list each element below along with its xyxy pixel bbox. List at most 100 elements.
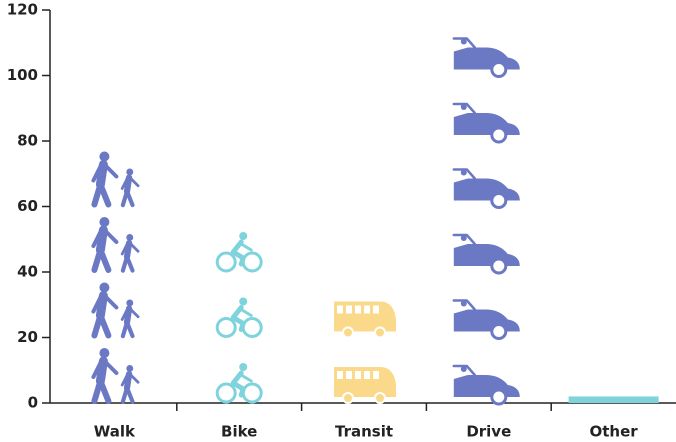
icon-part: [452, 364, 477, 377]
icon-part: [124, 385, 135, 404]
icon-part: [230, 370, 246, 398]
y-tick-label: 60: [17, 197, 38, 215]
icon-part: [120, 308, 129, 321]
icon-part: [129, 373, 140, 384]
icon-part: [91, 295, 103, 314]
icon-part: [342, 392, 354, 404]
icon-part: [129, 177, 140, 188]
icon-part: [97, 181, 112, 208]
icon-part: [460, 169, 467, 176]
icon-part: [95, 225, 108, 255]
icon-part: [104, 230, 119, 244]
icon-part: [230, 239, 246, 267]
icon-part: [490, 61, 508, 78]
icon-part: [239, 297, 248, 306]
y-tick-label: 0: [28, 394, 38, 412]
y-tick-label: 40: [17, 263, 38, 281]
icon-part: [374, 392, 386, 404]
y-tick-label: 20: [17, 328, 38, 346]
x-tick-label: Bike: [221, 423, 257, 441]
icon-column: [215, 232, 263, 404]
icon-part: [239, 232, 248, 240]
icon-part: [120, 373, 129, 387]
icon-part: [460, 300, 467, 307]
y-tick-label: 100: [7, 66, 38, 84]
icon-part: [346, 305, 352, 314]
icon-part: [126, 234, 134, 241]
icon-part: [239, 373, 253, 383]
icon-part: [346, 371, 352, 379]
icon-part: [453, 47, 520, 70]
icon-part: [129, 308, 140, 319]
icon-part: [126, 365, 134, 372]
icon-part: [453, 178, 520, 201]
icon-part: [337, 371, 343, 379]
icon-part: [104, 295, 119, 310]
x-tick-label: Transit: [335, 423, 393, 441]
icon-part: [99, 217, 110, 227]
icon-part: [373, 371, 379, 379]
icon-part: [355, 371, 361, 379]
icon-part: [104, 164, 119, 179]
icon-column: [334, 301, 396, 404]
icon-part: [91, 164, 103, 183]
icon-part: [99, 151, 110, 162]
icon-part: [374, 326, 386, 339]
icon-part: [230, 305, 246, 332]
icon-part: [337, 305, 343, 314]
icon-part: [104, 361, 119, 375]
icon-part: [123, 305, 133, 326]
column-extent: [454, 36, 524, 403]
icon-part: [490, 323, 508, 340]
icon-part: [460, 235, 467, 241]
x-tick-label: Drive: [466, 423, 511, 441]
icon-part: [452, 37, 477, 49]
icon-part: [123, 174, 133, 195]
icon-part: [124, 320, 135, 339]
icon-part: [95, 160, 108, 189]
icon-part: [120, 177, 129, 190]
icon-part: [373, 305, 379, 314]
icon-part: [460, 366, 467, 372]
icon-part: [215, 251, 237, 273]
icon-part: [123, 370, 133, 391]
y-tick-label: 120: [7, 1, 38, 19]
icon-part: [453, 309, 520, 332]
icon-part: [215, 317, 237, 338]
icon-part: [129, 242, 140, 253]
icon-part: [241, 382, 263, 404]
icon-part: [452, 299, 477, 311]
icon-part: [452, 102, 477, 115]
icon-part: [355, 305, 361, 314]
icon-part: [452, 233, 477, 246]
icon-part: [342, 326, 354, 339]
icon-part: [124, 189, 135, 208]
icon-part: [460, 38, 467, 45]
bar: [568, 396, 659, 403]
icon-part: [91, 361, 103, 379]
x-tick-label: Other: [590, 423, 639, 441]
icon-column: [452, 36, 524, 406]
icon-part: [95, 356, 108, 386]
icon-part: [126, 299, 134, 307]
y-tick-label: 80: [17, 132, 38, 150]
icon-part: [239, 242, 253, 252]
icon-part: [99, 282, 110, 293]
icon-part: [126, 168, 134, 176]
icon-part: [97, 312, 112, 339]
icon-part: [239, 308, 253, 317]
icon-part: [490, 388, 508, 406]
icon-part: [91, 230, 103, 248]
icon-part: [239, 363, 248, 371]
icon-part: [453, 244, 520, 266]
icon-part: [490, 257, 508, 275]
icon-part: [490, 126, 508, 144]
icon-part: [95, 291, 108, 320]
icon-part: [99, 348, 110, 358]
icon-column: [91, 151, 140, 404]
icon-part: [364, 371, 370, 379]
x-tick-label: Walk: [94, 423, 136, 441]
icon-part: [215, 382, 237, 404]
icon-part: [97, 247, 112, 273]
